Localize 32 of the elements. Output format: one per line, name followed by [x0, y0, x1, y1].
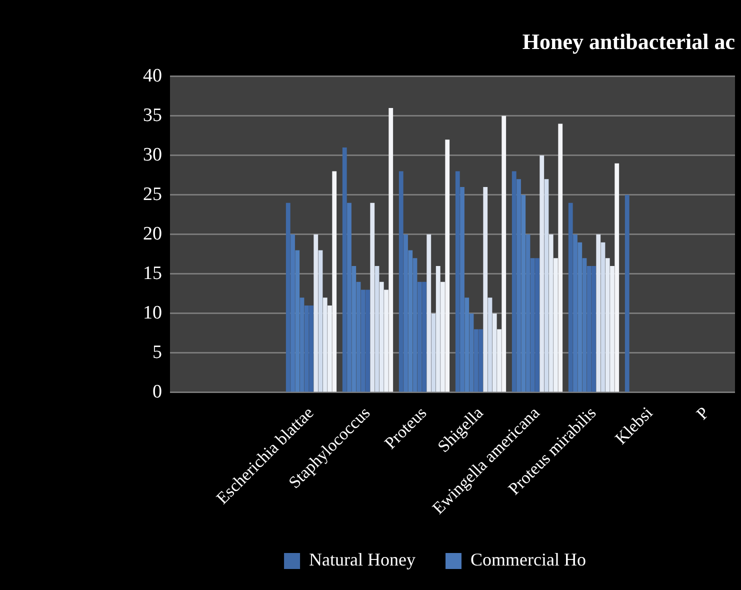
y-tick-label: 35 [143, 104, 162, 126]
legend-label: Commercial Ho [470, 550, 586, 570]
legend-label: Natural Honey [309, 550, 416, 570]
y-tick-label: 30 [143, 144, 162, 166]
bar [483, 187, 488, 392]
y-tick-label: 10 [143, 302, 162, 324]
bar [512, 171, 516, 392]
bar [624, 194, 630, 392]
bar [544, 179, 549, 392]
chart-title: Honey antibacterial ac [522, 28, 736, 54]
bar [540, 155, 544, 392]
bar [600, 242, 606, 392]
y-tick-label: 25 [143, 184, 162, 205]
bar [314, 234, 318, 392]
bar [488, 298, 492, 392]
bar [426, 234, 432, 392]
bar [370, 202, 375, 392]
x-tick-label: P [692, 403, 713, 424]
bar [342, 148, 347, 392]
bar [596, 234, 601, 392]
bar [568, 202, 573, 392]
bar [398, 171, 404, 392]
bar [431, 313, 436, 392]
y-tick-label: 5 [152, 342, 162, 363]
bar [455, 171, 460, 392]
bar [286, 202, 290, 392]
y-tick-label: 20 [143, 223, 162, 244]
y-tick-label: 40 [143, 65, 162, 86]
y-tick-label: 15 [143, 262, 162, 284]
bar [318, 250, 323, 392]
bar [374, 266, 380, 392]
y-tick-label: 0 [152, 381, 162, 402]
